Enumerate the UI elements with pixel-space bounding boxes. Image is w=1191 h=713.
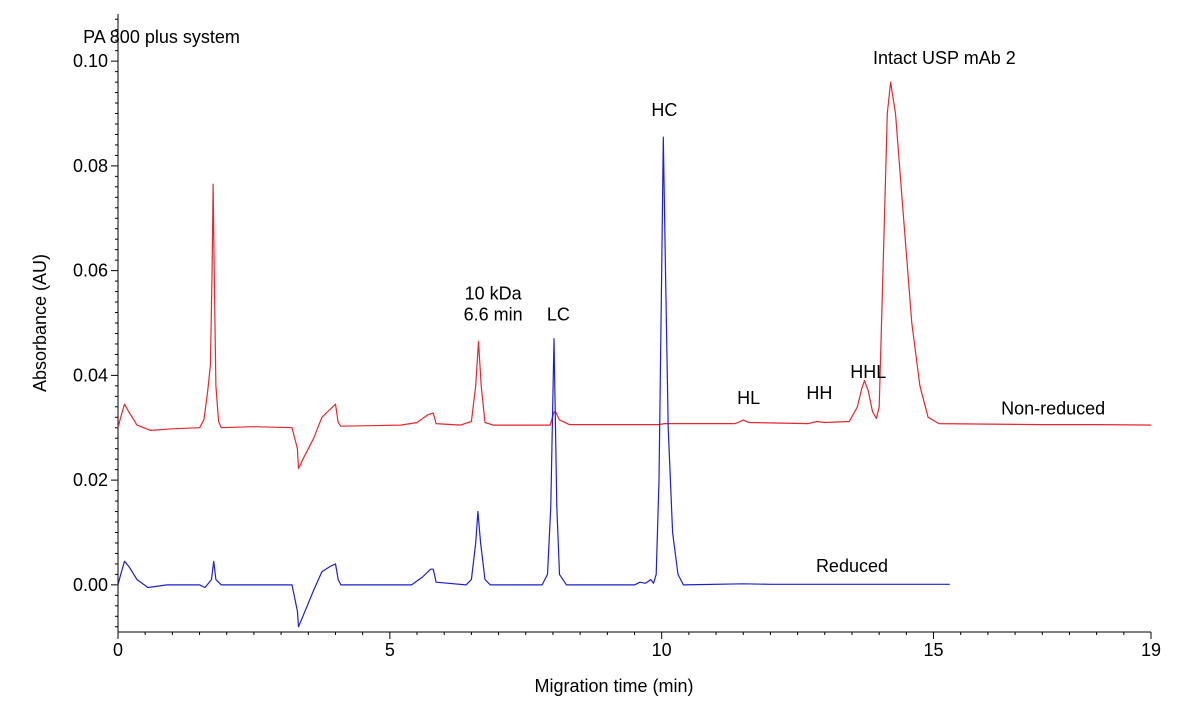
annotation-6-6-min: 6.6 min [464,304,523,324]
x-tick-label: 15 [924,640,944,660]
y-tick-label: 0.06 [73,261,108,281]
y-tick-label: 0.00 [73,575,108,595]
y-axis-title: Absorbance (AU) [30,254,50,392]
annotation-reduced: Reduced [816,556,888,576]
y-tick-label: 0.10 [73,51,108,71]
x-tick-label: 0 [113,640,123,660]
series-line-reduced [117,136,950,628]
x-axis-title: Migration time (min) [534,676,693,696]
annotation-hhl: HHL [850,362,886,382]
x-tick-label: 10 [652,640,672,660]
y-tick-label: 0.02 [73,470,108,490]
series-layer [117,81,1152,628]
annotation-hl: HL [737,388,760,408]
x-tick-label: 5 [385,640,395,660]
annotation-hc: HC [651,100,677,120]
annotation-non-reduced: Non-reduced [1001,399,1105,419]
axes: 0 5 10 15 19 0.00 0.02 0.04 0.06 0.08 0.10 [73,14,1161,660]
x-tick-label: 19 [1141,640,1161,660]
series-line-non-reduced [117,81,1152,470]
annotation-hh: HH [806,383,832,403]
annotation-intact-usp-mab-2: Intact USP mAb 2 [873,48,1016,68]
y-tick-label: 0.04 [73,365,108,385]
y-tick-label: 0.08 [73,156,108,176]
annotation-lc: LC [547,304,570,324]
annotation-10-kda: 10 kDa [465,283,523,303]
annotation-pa-800-plus-system: PA 800 plus system [83,27,240,47]
